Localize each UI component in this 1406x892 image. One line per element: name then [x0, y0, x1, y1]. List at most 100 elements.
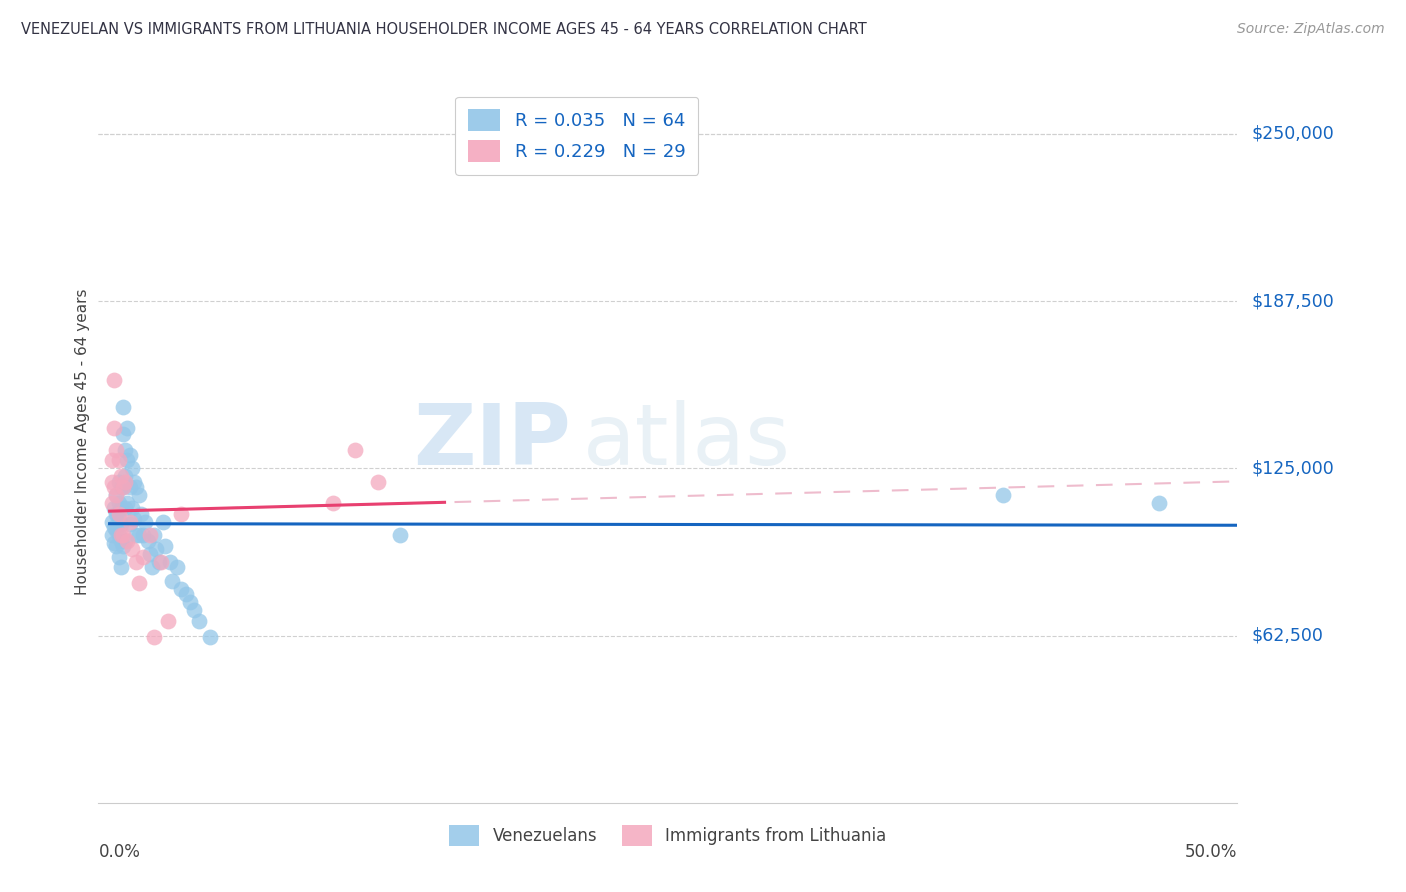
Point [111, 528, 134, 542]
Point [125, 528, 148, 542]
Point [114, 475, 136, 489]
Point [991, 488, 1014, 502]
Point [117, 421, 139, 435]
Point [105, 523, 128, 537]
Point [128, 528, 150, 542]
Point [107, 496, 129, 510]
Point [128, 488, 150, 502]
Text: VENEZUELAN VS IMMIGRANTS FROM LITHUANIA HOUSEHOLDER INCOME AGES 45 - 64 YEARS CO: VENEZUELAN VS IMMIGRANTS FROM LITHUANIA … [21, 22, 868, 37]
Point [145, 541, 167, 556]
Y-axis label: Householder Income Ages 45 - 64 years: Householder Income Ages 45 - 64 years [75, 288, 90, 595]
Point [1147, 496, 1170, 510]
Point [114, 533, 136, 548]
Point [105, 488, 128, 502]
Point [118, 448, 141, 462]
Point [132, 549, 155, 564]
Text: $62,500: $62,500 [1251, 626, 1323, 645]
Point [111, 426, 134, 441]
Point [128, 576, 150, 591]
Point [170, 507, 193, 521]
Point [103, 480, 125, 494]
Point [134, 515, 156, 529]
Point [105, 442, 128, 457]
Point [110, 560, 132, 574]
Point [179, 595, 201, 609]
Text: $125,000: $125,000 [1251, 459, 1334, 477]
Text: Source: ZipAtlas.com: Source: ZipAtlas.com [1237, 22, 1385, 37]
Point [143, 528, 166, 542]
Point [344, 442, 367, 457]
Point [110, 501, 132, 516]
Point [117, 496, 139, 510]
Point [101, 496, 124, 510]
Point [152, 515, 174, 529]
Point [110, 528, 132, 542]
Point [121, 541, 143, 556]
Point [187, 614, 209, 628]
Point [110, 517, 132, 532]
Point [183, 603, 205, 617]
Text: 0.0%: 0.0% [98, 843, 141, 861]
Point [114, 469, 136, 483]
Point [103, 501, 125, 516]
Point [114, 442, 136, 457]
Point [143, 630, 166, 644]
Point [103, 520, 125, 534]
Point [103, 373, 125, 387]
Point [101, 475, 124, 489]
Point [107, 512, 129, 526]
Point [118, 480, 141, 494]
Point [105, 488, 128, 502]
Point [107, 507, 129, 521]
Point [125, 555, 148, 569]
Point [170, 582, 193, 596]
Point [101, 528, 124, 542]
Text: atlas: atlas [582, 400, 790, 483]
Point [322, 496, 344, 510]
Point [101, 515, 124, 529]
Point [111, 480, 134, 494]
Point [129, 507, 152, 521]
Point [107, 475, 129, 489]
Point [155, 539, 177, 553]
Text: $187,500: $187,500 [1251, 292, 1334, 310]
Point [122, 512, 145, 526]
Legend: Venezuelans, Immigrants from Lithuania: Venezuelans, Immigrants from Lithuania [443, 819, 893, 852]
Point [117, 453, 139, 467]
Point [105, 507, 128, 521]
Point [149, 555, 172, 569]
Point [107, 453, 129, 467]
Point [114, 501, 136, 516]
Text: ZIP: ZIP [413, 400, 571, 483]
Point [118, 515, 141, 529]
Point [101, 453, 124, 467]
Point [110, 469, 132, 483]
Point [111, 400, 134, 414]
Point [103, 536, 125, 550]
Point [111, 480, 134, 494]
Point [132, 528, 155, 542]
Point [139, 547, 162, 561]
Point [159, 555, 181, 569]
Point [105, 539, 128, 553]
Point [103, 421, 125, 435]
Text: $250,000: $250,000 [1251, 125, 1334, 143]
Point [388, 528, 411, 542]
Point [122, 475, 145, 489]
Point [107, 549, 129, 564]
Point [367, 475, 389, 489]
Point [121, 501, 143, 516]
Point [141, 560, 163, 574]
Point [166, 560, 188, 574]
Point [107, 528, 129, 542]
Point [160, 574, 183, 588]
Point [148, 555, 170, 569]
Point [121, 461, 143, 475]
Point [139, 528, 162, 542]
Point [156, 614, 179, 628]
Point [198, 630, 221, 644]
Point [111, 539, 134, 553]
Text: 50.0%: 50.0% [1185, 843, 1237, 861]
Point [136, 533, 159, 548]
Point [174, 587, 197, 601]
